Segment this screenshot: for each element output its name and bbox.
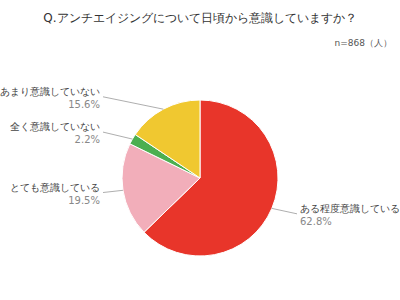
slice-label: ある程度意識している [300, 203, 400, 214]
data-label: 2.2% [75, 134, 100, 145]
slice-label: 全く意識していない [10, 121, 100, 132]
leader-line [103, 132, 132, 139]
data-label: 62.8% [300, 216, 332, 227]
pie-slice [135, 100, 200, 178]
annotation: n=868（人） [335, 38, 392, 48]
pie [122, 100, 278, 256]
leader-line [103, 190, 123, 192]
slice-label: とても意識している [10, 182, 100, 193]
slice-label: あまり意識していない [0, 86, 100, 97]
data-label: 19.5% [68, 195, 100, 206]
chart-svg: Q.アンチエイジングについて日頃から意識していますか？ n=868（人） あまり意識… [0, 0, 400, 300]
chart-container: Q.アンチエイジングについて日頃から意識していますか？ n=868（人） あまり意識… [0, 0, 400, 300]
title: Q.アンチエイジングについて日頃から意識していますか？ [43, 11, 356, 25]
leader-line [103, 97, 163, 109]
data-label: 15.6% [68, 99, 100, 110]
leader-line [272, 208, 297, 213]
labels: あまり意識していない 15.6% 全く意識していない 2.2% とても意識している 19.… [0, 86, 400, 227]
